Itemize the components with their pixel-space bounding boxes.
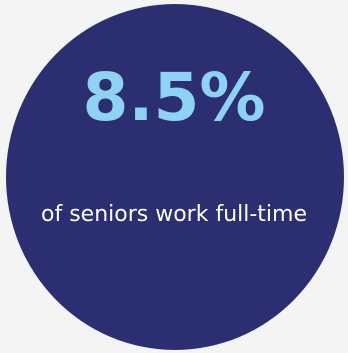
- stat-caption: of seniors work full-time: [41, 202, 307, 227]
- stat-value: 8.5%: [82, 59, 266, 136]
- stat-circle: [6, 4, 344, 350]
